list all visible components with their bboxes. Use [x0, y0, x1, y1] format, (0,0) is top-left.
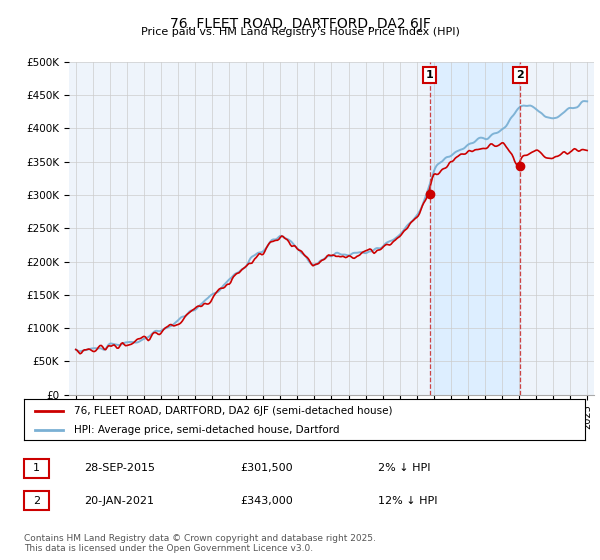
Text: 1: 1	[425, 70, 433, 80]
Text: HPI: Average price, semi-detached house, Dartford: HPI: Average price, semi-detached house,…	[74, 424, 340, 435]
Text: £301,500: £301,500	[240, 463, 293, 473]
Text: Price paid vs. HM Land Registry's House Price Index (HPI): Price paid vs. HM Land Registry's House …	[140, 27, 460, 37]
Text: 2% ↓ HPI: 2% ↓ HPI	[378, 463, 431, 473]
Text: 76, FLEET ROAD, DARTFORD, DA2 6JF (semi-detached house): 76, FLEET ROAD, DARTFORD, DA2 6JF (semi-…	[74, 405, 393, 416]
Bar	[430, 62, 520, 395]
Text: 28-SEP-2015: 28-SEP-2015	[84, 463, 155, 473]
Text: 20-JAN-2021: 20-JAN-2021	[84, 496, 154, 506]
Text: 1: 1	[33, 463, 40, 473]
Text: £343,000: £343,000	[240, 496, 293, 506]
Text: 12% ↓ HPI: 12% ↓ HPI	[378, 496, 437, 506]
Text: 2: 2	[33, 496, 40, 506]
Text: 2: 2	[516, 70, 524, 80]
Text: Contains HM Land Registry data © Crown copyright and database right 2025.
This d: Contains HM Land Registry data © Crown c…	[24, 534, 376, 553]
Text: 76, FLEET ROAD, DARTFORD, DA2 6JF: 76, FLEET ROAD, DARTFORD, DA2 6JF	[170, 17, 430, 31]
